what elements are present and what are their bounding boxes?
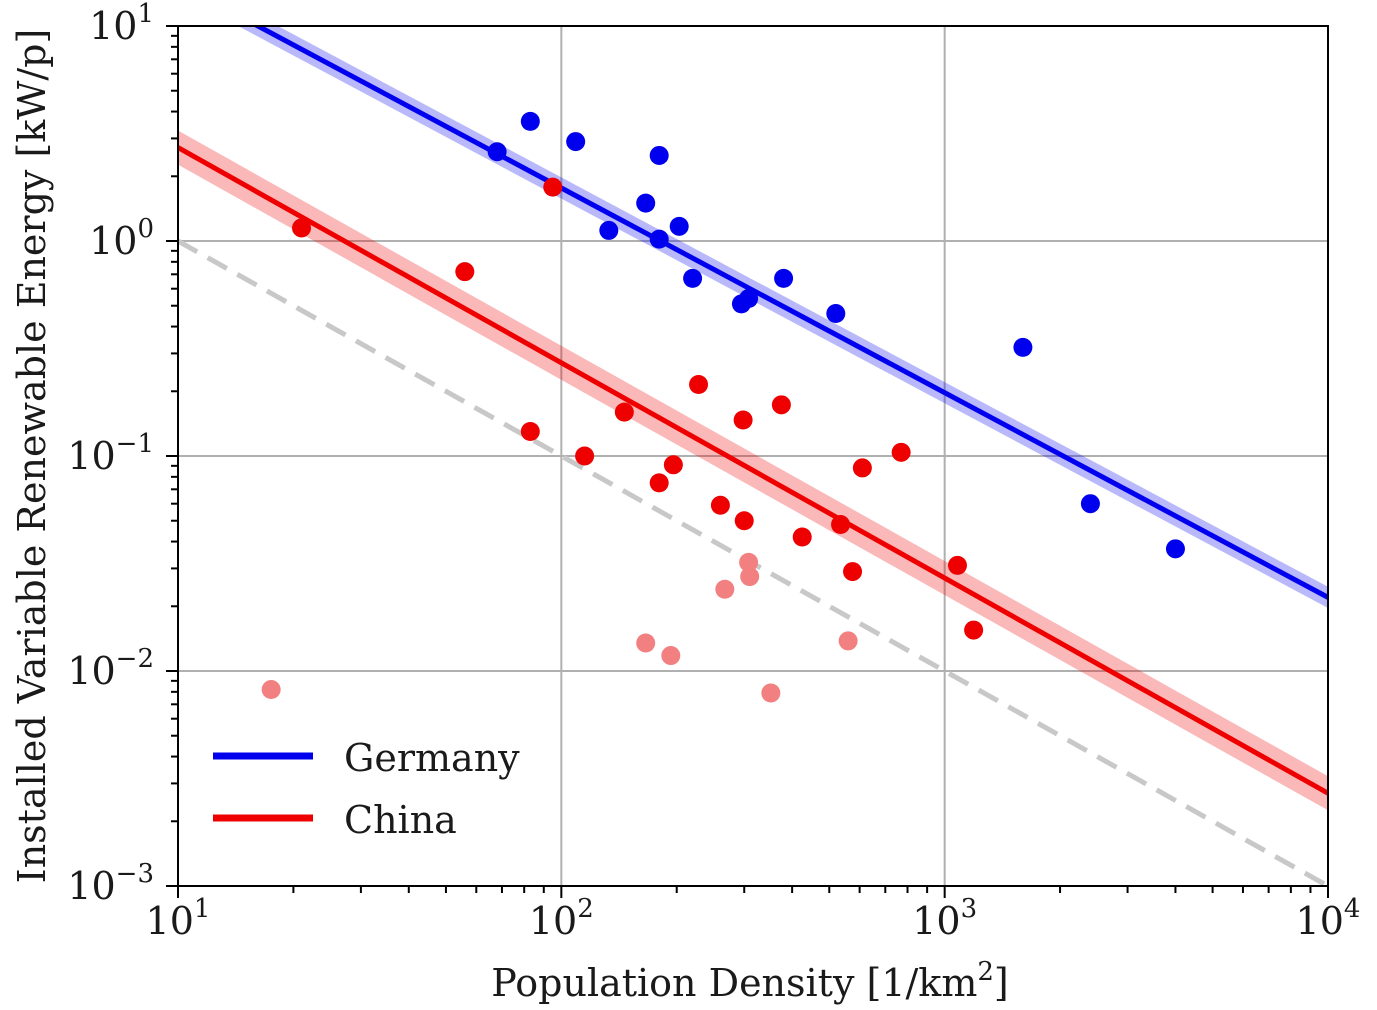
x-axis-label: Population Density [1/km2] [491, 957, 1009, 1005]
data-point-germany [1013, 337, 1033, 357]
data-point-china [520, 422, 540, 442]
data-point-germany [636, 193, 656, 213]
data-point-china [663, 455, 683, 475]
data-point-germany [649, 145, 669, 165]
x-tick-label: 104 [1296, 894, 1361, 943]
plot-area [178, 26, 1328, 886]
data-point-china [614, 402, 634, 422]
x-axis-label-superscript: 2 [977, 957, 994, 987]
data-point-china [710, 495, 730, 515]
legend-label-china: China [344, 798, 457, 842]
data-point-china [947, 555, 967, 575]
y-tick-label: 10−1 [67, 429, 154, 478]
data-point-china [843, 562, 863, 582]
axis-ticks [166, 25, 1329, 898]
data-point-germany [599, 220, 619, 240]
data-point-china [891, 442, 911, 462]
data-point-germany [739, 289, 759, 309]
data-point-germany [774, 268, 794, 288]
data-point-china [831, 515, 851, 535]
data-point-germany [487, 142, 507, 162]
y-tick-label: 10−2 [67, 644, 154, 693]
y-axis-label: Installed Variable Renewable Energy [kW/… [10, 29, 54, 884]
y-tick-label: 10−3 [67, 859, 154, 908]
legend-label-germany: Germany [344, 736, 520, 780]
data-point-faded [715, 579, 735, 599]
tick-labels: 101 102 103 104 10−3 10−2 10−1 100 101 [67, 0, 1360, 943]
data-point-china [543, 177, 563, 197]
data-point-faded [636, 633, 656, 653]
x-tick-label: 102 [529, 894, 594, 943]
data-point-china [689, 375, 709, 395]
data-point-germany [683, 268, 703, 288]
data-point-germany [520, 111, 540, 131]
data-point-china [733, 410, 753, 430]
data-point-germany [1165, 539, 1185, 559]
data-point-china [771, 395, 791, 415]
data-point-faded [661, 646, 681, 666]
grid [178, 26, 1328, 886]
x-axis-label-text: Population Density [1/km [491, 961, 977, 1005]
data-point-faded [761, 683, 781, 703]
data-point-germany [566, 132, 586, 152]
data-point-faded [261, 680, 281, 700]
data-point-china [852, 458, 872, 478]
legend: Germany China [213, 736, 520, 842]
data-point-faded [838, 631, 858, 651]
data-point-germany [649, 229, 669, 249]
data-point-china [964, 620, 984, 640]
data-point-china [575, 446, 595, 466]
data-point-germany [826, 304, 846, 324]
y-tick-label: 100 [89, 214, 154, 263]
data-point-china [649, 473, 669, 493]
data-point-china [792, 527, 812, 547]
data-point-china [455, 262, 475, 282]
x-tick-label: 101 [146, 894, 211, 943]
data-point-china [292, 218, 312, 238]
x-tick-label: 103 [912, 894, 977, 943]
fit-line-china [178, 145, 1328, 796]
data-point-germany [669, 216, 689, 236]
x-axis-label-tail: ] [994, 961, 1009, 1005]
data-point-germany [1080, 494, 1100, 514]
data-point-faded [739, 552, 759, 572]
data-point-china [734, 511, 754, 531]
fit-band-germany [238, 26, 1328, 608]
y-tick-label: 101 [89, 0, 154, 48]
data-point-faded [740, 567, 760, 587]
